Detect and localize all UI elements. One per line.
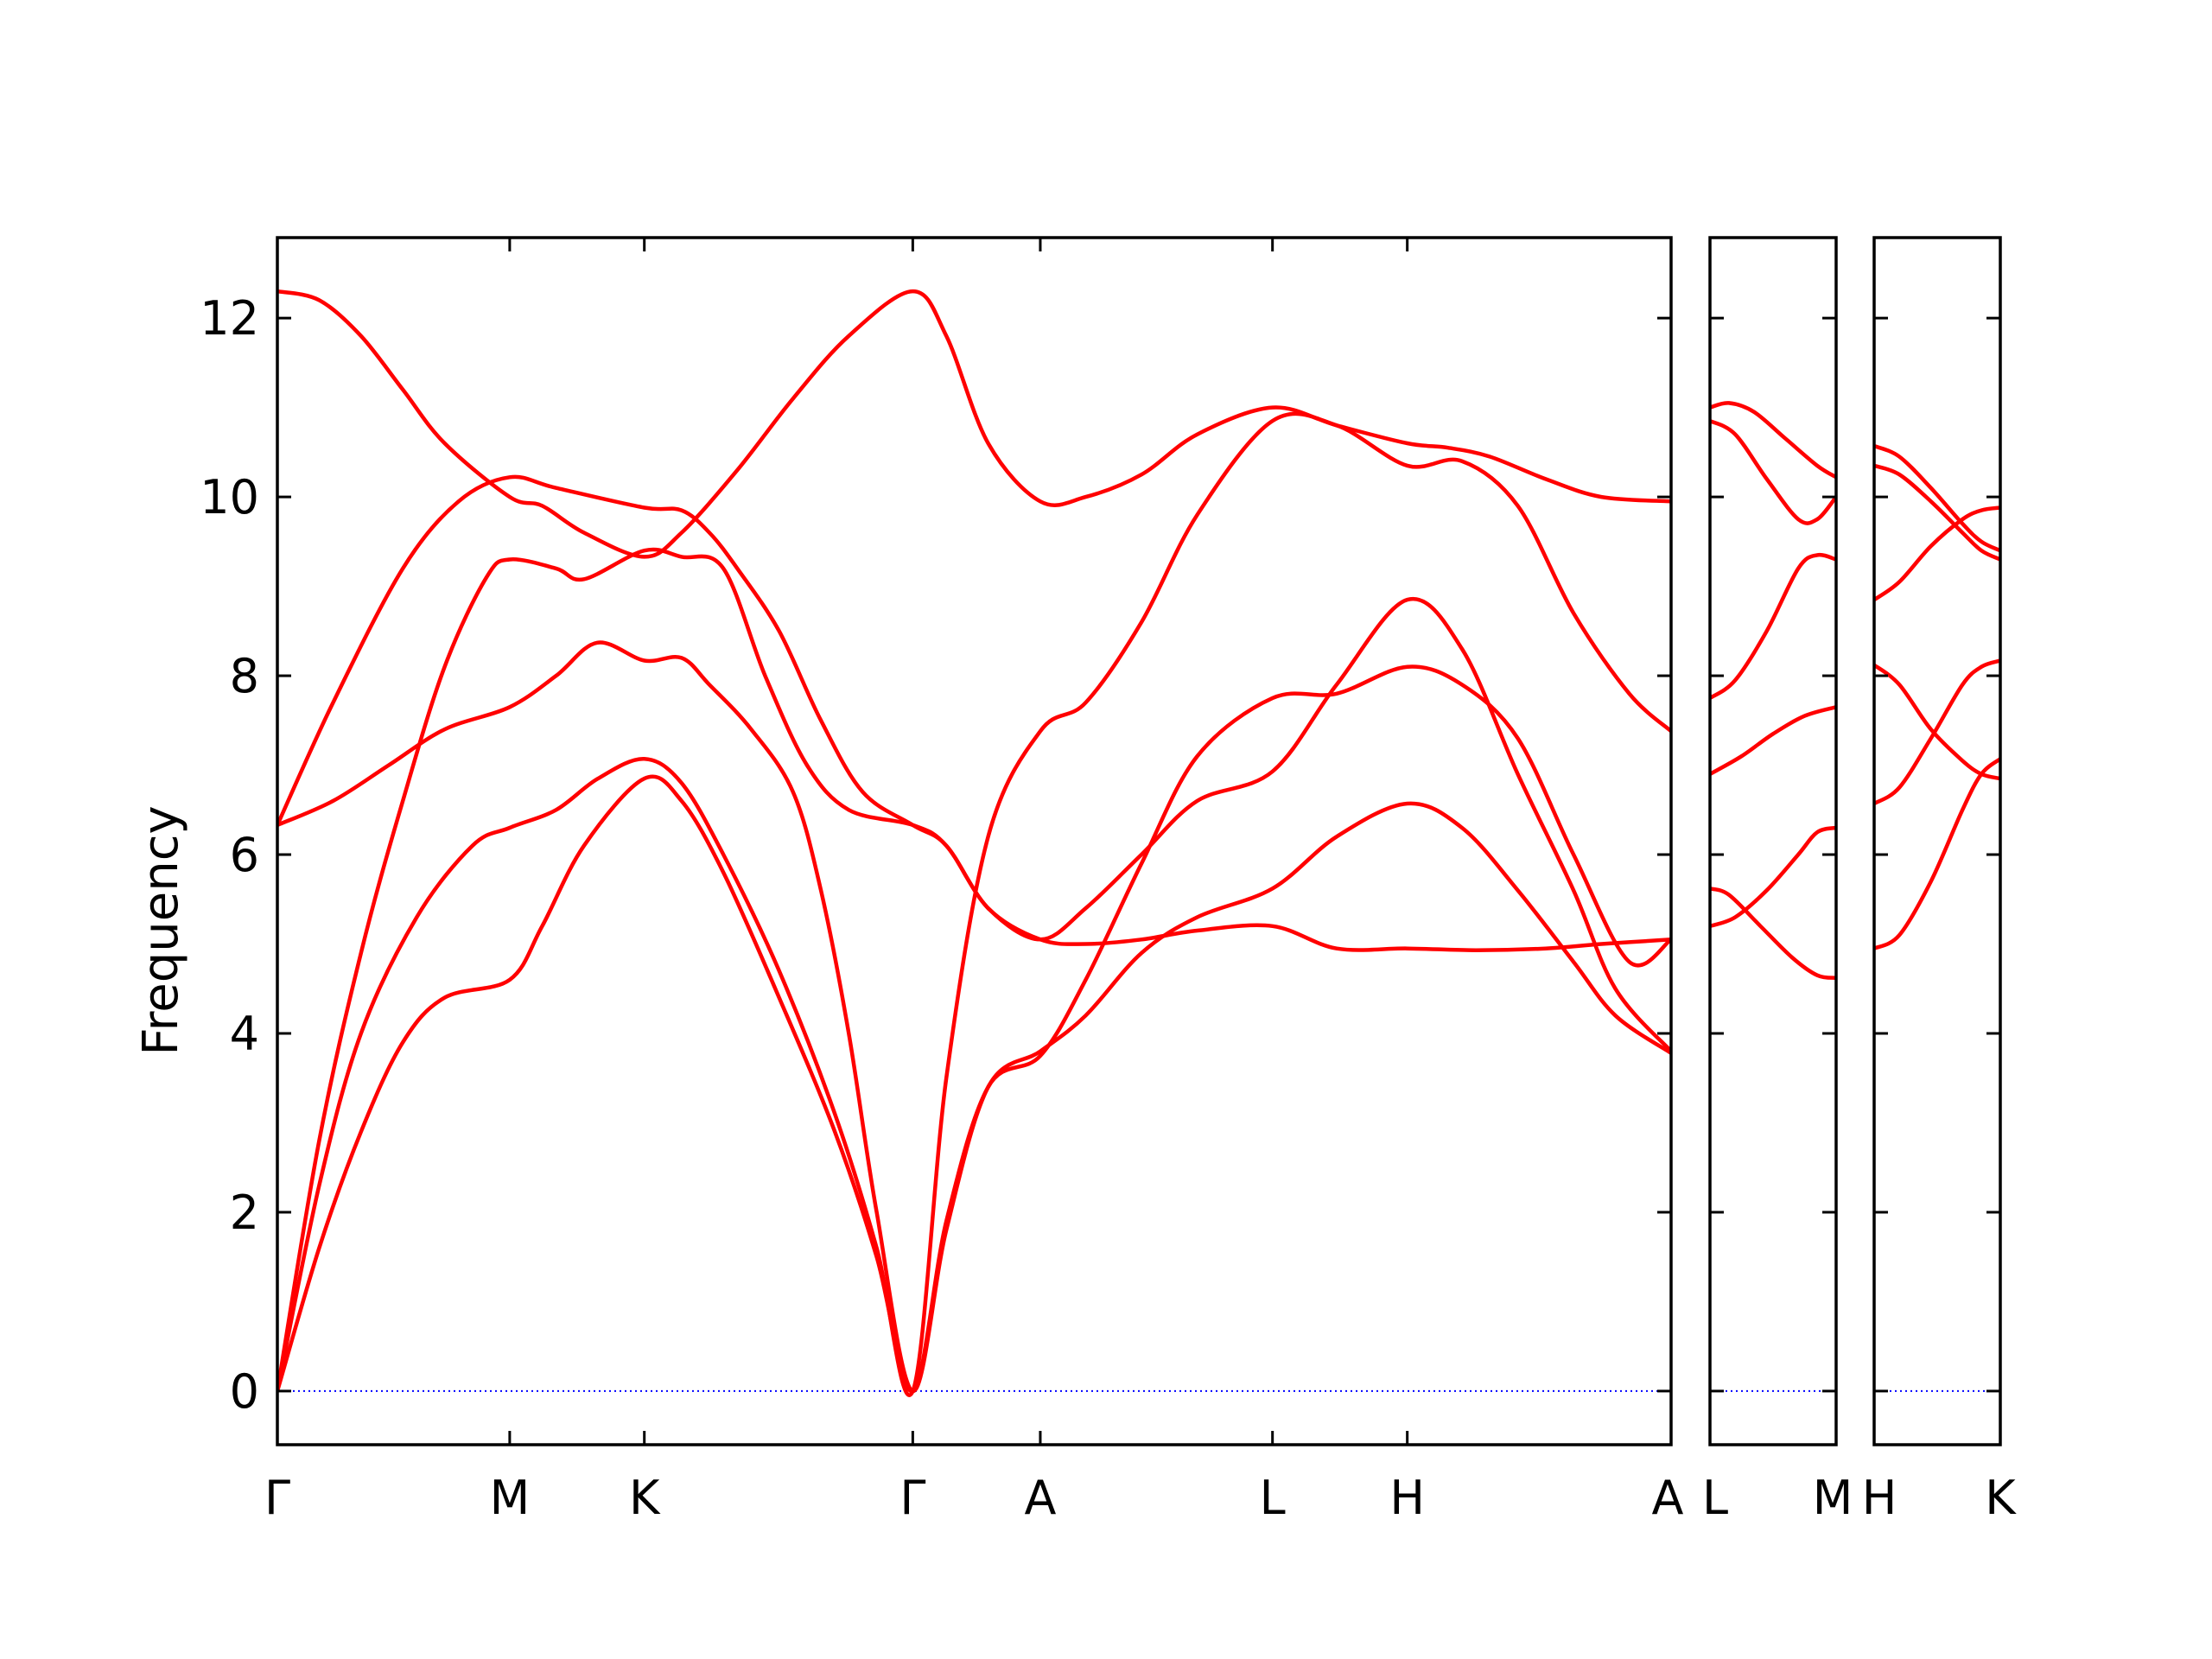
band-6 (277, 664, 1671, 1394)
band-2 (1710, 418, 1836, 525)
band-1 (277, 289, 1671, 559)
y-tick-labels: 0 2 4 6 8 10 12 (200, 291, 259, 1419)
series-group (1710, 401, 1836, 981)
panel-frame (1708, 236, 1838, 1446)
band-1 (1710, 401, 1836, 480)
x-tick-label: H (1862, 1471, 1897, 1525)
x-tick-label: L (1260, 1471, 1286, 1525)
band-6 (1710, 887, 1836, 981)
x-tick-label: H (1389, 1471, 1425, 1525)
band-2 (1874, 463, 2000, 562)
series-group (277, 289, 1671, 1397)
band-3 (277, 640, 1671, 1394)
series-group (1874, 443, 2000, 950)
x-tick-label: A (1652, 1471, 1684, 1525)
band-6 (1874, 757, 2000, 950)
x-tick-label: L (1702, 1471, 1728, 1525)
y-tick-label-4: 4 (230, 1007, 259, 1061)
panel-frame (1872, 236, 2002, 1446)
x-tick-label: K (1985, 1471, 2017, 1525)
y-tick-label-8: 8 (230, 649, 259, 703)
y-tick-label-10: 10 (200, 470, 259, 524)
panel-frame (276, 236, 1673, 1446)
x-tick-label: M (490, 1471, 531, 1525)
band-5 (1710, 825, 1836, 929)
x-tick-label: Γ (899, 1471, 925, 1525)
y-tick-label-0: 0 (230, 1364, 259, 1419)
band-3 (1874, 505, 2000, 602)
x-tick-label: A (1024, 1471, 1056, 1525)
band-1 (1874, 443, 2000, 553)
band-4 (1710, 705, 1836, 777)
y-tick-label-2: 2 (230, 1185, 259, 1240)
x-tick-label: M (1813, 1471, 1853, 1525)
band-5 (277, 547, 1671, 1394)
band-3 (1710, 552, 1836, 701)
band-5 (1874, 658, 2000, 806)
y-axis-label: Frequency (133, 805, 189, 1055)
band-4 (277, 411, 1671, 1397)
band-2 (277, 474, 1671, 1053)
x-tick-label: K (629, 1471, 661, 1525)
y-tick-label-6: 6 (230, 828, 259, 882)
y-tick-label-12: 12 (200, 291, 259, 346)
x-tick-label: Γ (264, 1471, 290, 1525)
band-4 (1874, 663, 2000, 781)
